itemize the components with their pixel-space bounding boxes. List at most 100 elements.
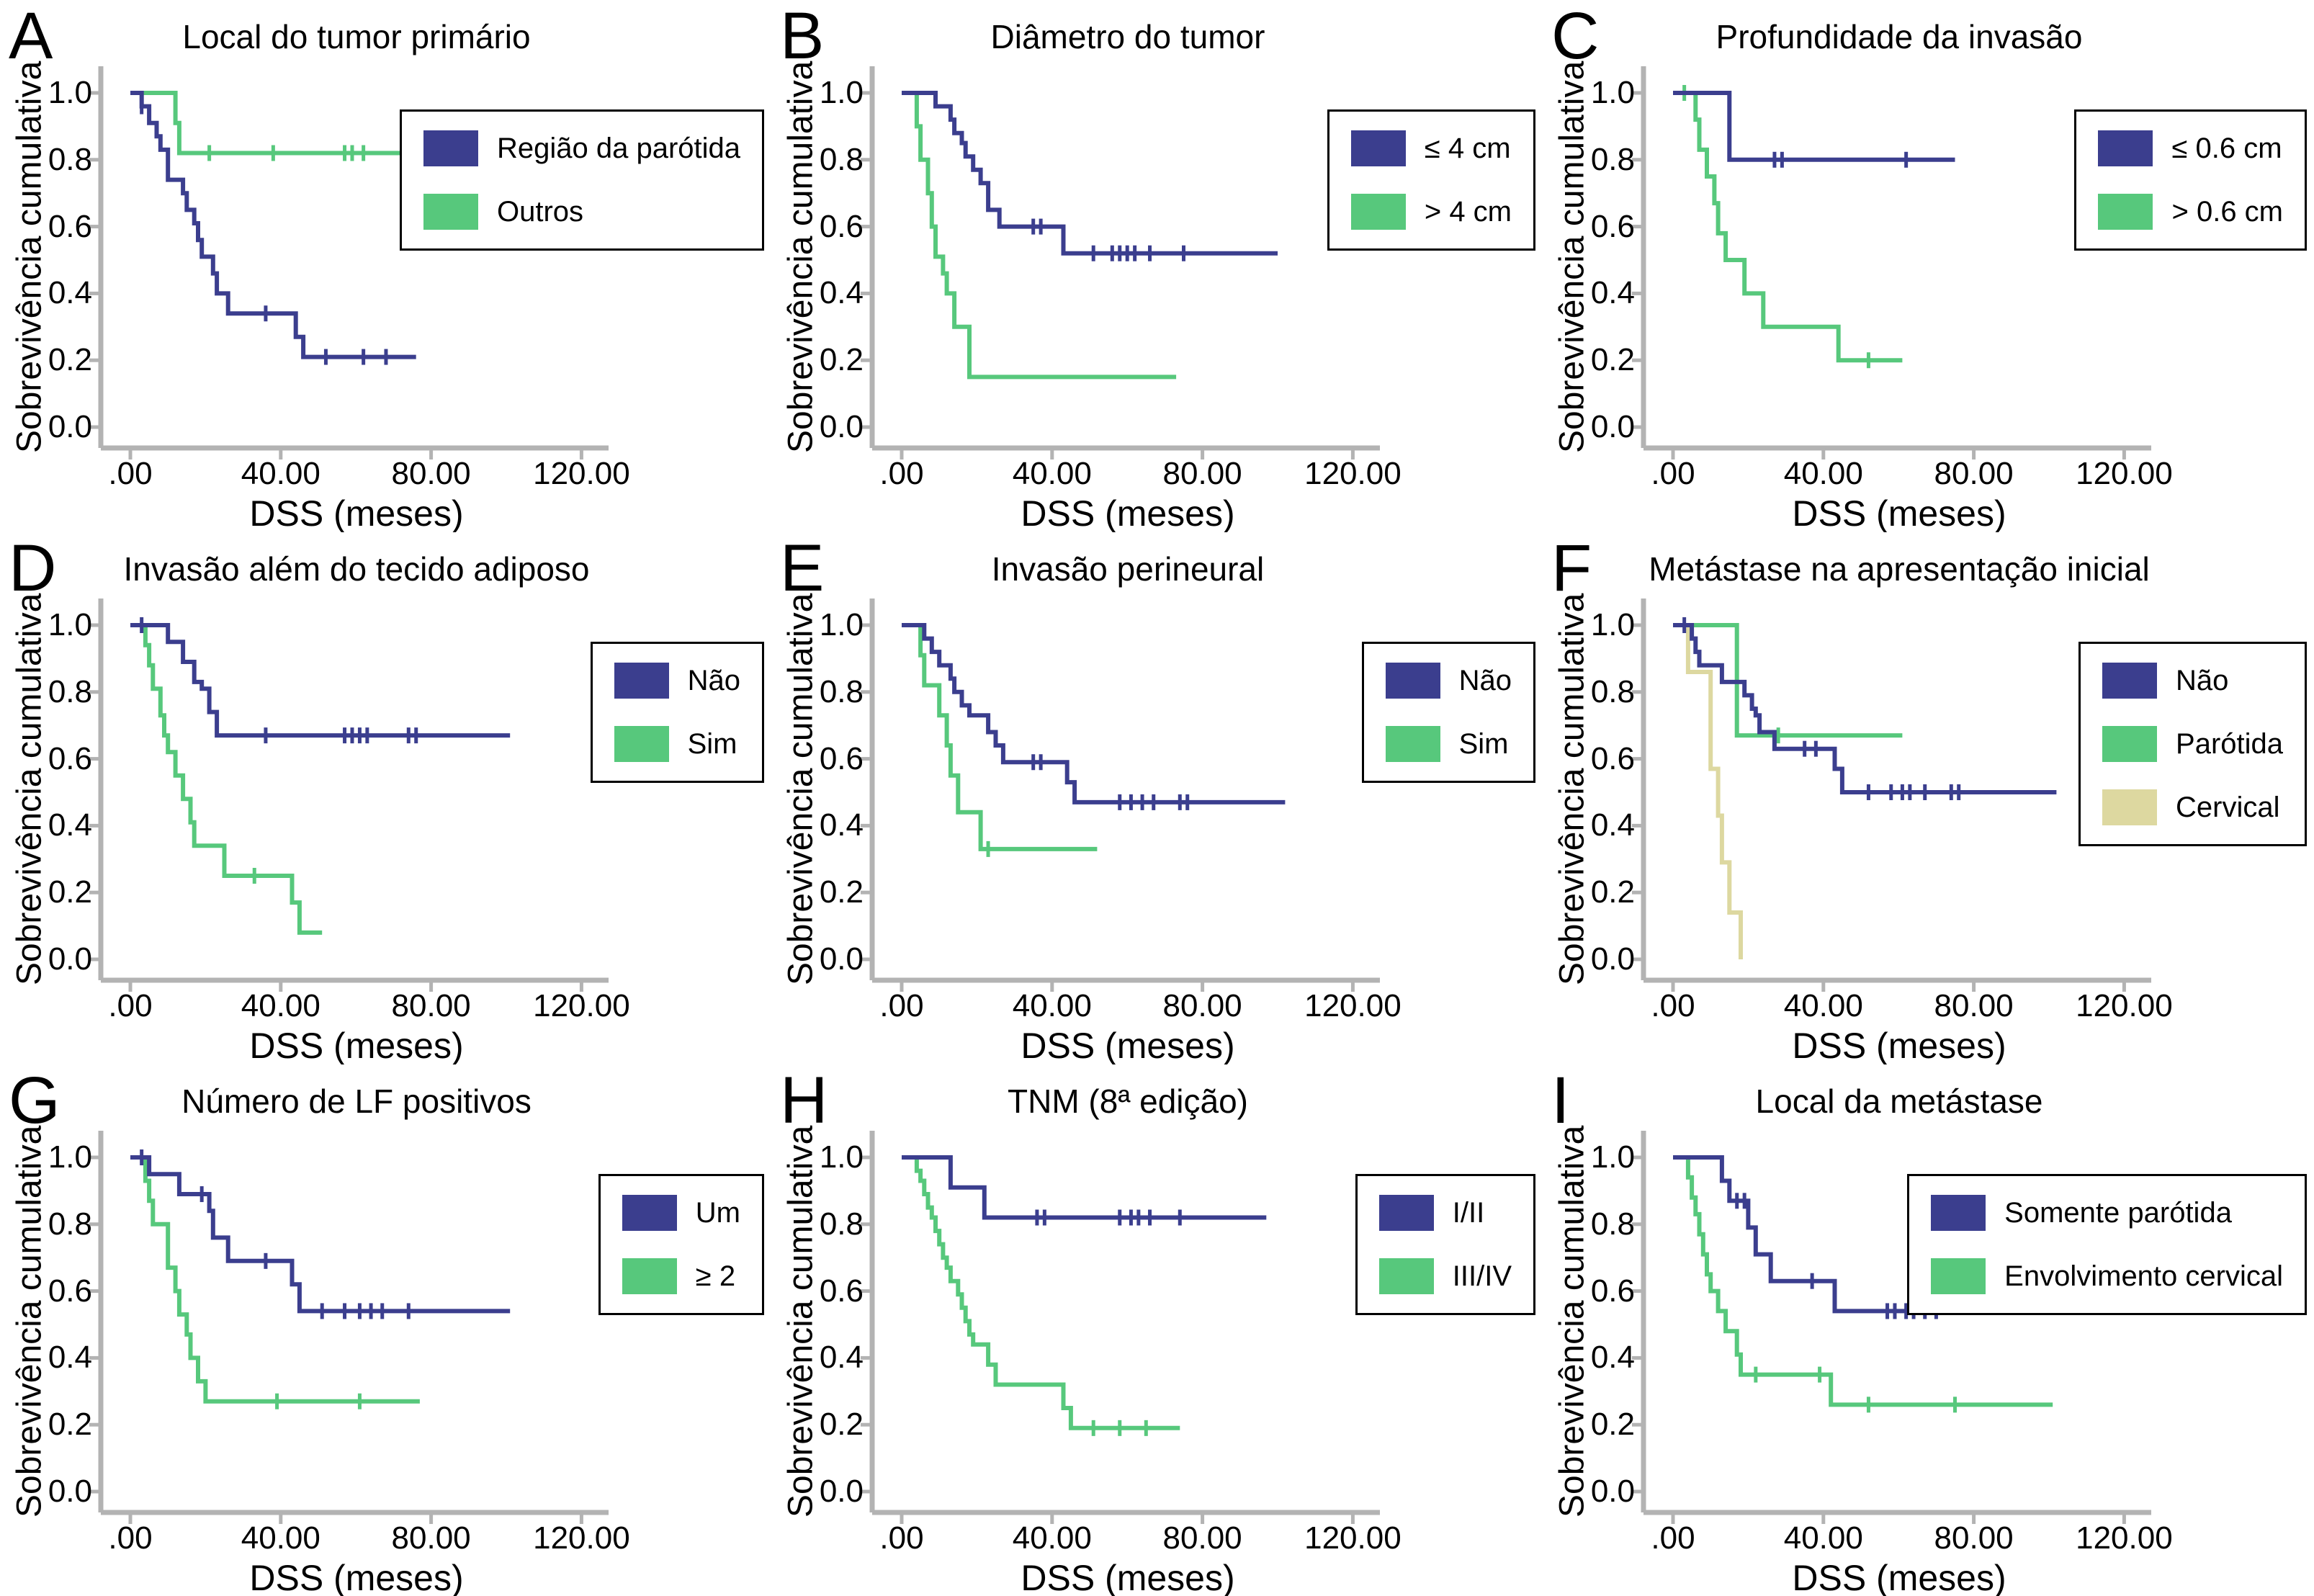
legend: Um ≥ 2 — [598, 1174, 764, 1315]
legend: Somente parótida Envolvimento cervical — [1907, 1174, 2307, 1315]
legend-label: Sim — [1458, 727, 1509, 760]
km-curve — [1673, 623, 2057, 794]
km-plot — [861, 1131, 1380, 1524]
x-tick-label: 40.00 — [241, 988, 320, 1023]
panel-letter: G — [9, 1064, 60, 1137]
legend-swatch — [2098, 130, 2153, 166]
legend-label: Envolvimento cervical — [2004, 1260, 2283, 1292]
y-tick-label: 0.8 — [819, 1206, 864, 1242]
legend-label: I/II — [1452, 1196, 1485, 1229]
legend-entry: Sim — [1385, 726, 1512, 762]
y-tick-label: 0.8 — [819, 673, 864, 709]
y-tick-label: 0.2 — [819, 1407, 864, 1443]
km-plot — [89, 1131, 609, 1524]
axis-spines — [869, 598, 1380, 983]
legend-entry: Um — [622, 1195, 740, 1231]
legend-entry: Sim — [614, 726, 740, 762]
legend-swatch — [1931, 1195, 1986, 1231]
legend-swatch — [1385, 663, 1440, 699]
x-tick-label: 40.00 — [241, 456, 320, 491]
x-tick-label: .00 — [108, 1520, 153, 1556]
panel-title: Invasão perineural — [991, 550, 1265, 588]
x-tick-label: 120.00 — [533, 988, 630, 1023]
y-tick-label: 0.6 — [48, 740, 92, 776]
y-tick-label: 0.6 — [1590, 740, 1635, 776]
y-tick-label: 0.2 — [819, 342, 864, 378]
km-plot — [89, 598, 609, 992]
y-tick-label: 0.8 — [1590, 673, 1635, 709]
legend-swatch — [2102, 789, 2158, 825]
legend-entry: ≤ 0.6 cm — [2098, 130, 2283, 166]
x-axis-label: DSS (meses) — [1021, 1026, 1235, 1064]
x-axis-label: DSS (meses) — [249, 493, 464, 532]
legend-label: Parótida — [2176, 727, 2283, 760]
y-tick-label: 0.8 — [48, 141, 92, 177]
x-axis-label: DSS (meses) — [1792, 1026, 2006, 1064]
y-tick-label: 0.4 — [1590, 1340, 1635, 1376]
km-curve — [902, 623, 1098, 851]
km-curve — [130, 1155, 420, 1404]
x-tick-label: 80.00 — [1934, 456, 2014, 491]
km-plot — [1632, 1131, 2151, 1524]
y-tick-label: 1.0 — [1590, 607, 1635, 642]
legend-label: ≤ 4 cm — [1424, 132, 1511, 164]
panel-letter: B — [780, 0, 825, 73]
km-curve — [902, 91, 1278, 256]
y-tick-label: 0.2 — [1590, 874, 1635, 910]
y-tick-label: 0.4 — [819, 1340, 864, 1376]
x-tick-label: 80.00 — [1934, 1520, 2014, 1556]
km-panel: F Metástase na apresentação inicial Sobr… — [1543, 532, 2314, 1064]
y-tick-label: 0.0 — [48, 409, 92, 444]
panel-title: Local da metástase — [1755, 1082, 2043, 1120]
y-tick-label: 1.0 — [48, 607, 92, 642]
km-curve — [902, 1155, 1180, 1430]
panel-letter: H — [780, 1064, 828, 1137]
km-curve — [1673, 91, 1955, 162]
legend-swatch — [614, 726, 669, 762]
y-tick-label: 0.8 — [1590, 141, 1635, 177]
km-curve — [902, 623, 1286, 804]
km-panel: E Invasão perineural Sobrevivência cumul… — [771, 532, 1543, 1064]
y-tick-label: 1.0 — [819, 1139, 864, 1175]
axis-spines — [1641, 1131, 2151, 1515]
y-tick-label: 0.4 — [48, 1340, 92, 1376]
y-tick-label: 0.2 — [48, 1407, 92, 1443]
legend-label: > 4 cm — [1424, 195, 1512, 228]
legend: ≤ 0.6 cm > 0.6 cm — [2074, 109, 2307, 251]
x-tick-label: 80.00 — [1934, 988, 2014, 1023]
panel-title: Invasão além do tecido adiposo — [123, 550, 590, 588]
legend-swatch — [2102, 663, 2158, 699]
km-plot — [1632, 598, 2151, 992]
legend-label: III/IV — [1452, 1260, 1512, 1292]
panel-letter: C — [1551, 0, 1600, 73]
legend-label: Outros — [496, 195, 584, 228]
y-tick-label: 1.0 — [48, 75, 92, 110]
km-panel: A Local do tumor primário Sobrevivência … — [0, 0, 771, 532]
legend-entry: > 4 cm — [1350, 194, 1512, 230]
y-tick-label: 0.0 — [48, 941, 92, 977]
x-tick-label: .00 — [108, 456, 153, 491]
x-tick-label: .00 — [879, 1520, 924, 1556]
km-panel: C Profundidade da invasão Sobrevivência … — [1543, 0, 2314, 532]
legend-swatch — [622, 1195, 677, 1231]
x-tick-label: 40.00 — [1783, 456, 1863, 491]
legend-swatch — [2098, 194, 2153, 230]
x-tick-label: 40.00 — [1012, 1520, 1092, 1556]
legend-label: Não — [687, 664, 740, 696]
km-curve — [1673, 623, 1743, 959]
legend-swatch — [1378, 1258, 1434, 1294]
legend-swatch — [1378, 1195, 1434, 1231]
legend-label: ≤ 0.6 cm — [2171, 132, 2282, 164]
x-tick-label: 40.00 — [1012, 456, 1092, 491]
axis-spines — [98, 598, 609, 983]
y-tick-label: 0.6 — [819, 740, 864, 776]
km-curve — [130, 623, 511, 738]
km-panel: B Diâmetro do tumor Sobrevivência cumula… — [771, 0, 1543, 532]
x-tick-label: 80.00 — [1162, 988, 1242, 1023]
x-tick-label: 80.00 — [391, 1520, 471, 1556]
x-tick-label: 120.00 — [533, 1520, 630, 1556]
legend: Não Sim — [1361, 642, 1535, 783]
y-tick-label: 0.6 — [819, 208, 864, 244]
x-tick-label: 80.00 — [1162, 1520, 1242, 1556]
km-curve — [1673, 1155, 1952, 1314]
